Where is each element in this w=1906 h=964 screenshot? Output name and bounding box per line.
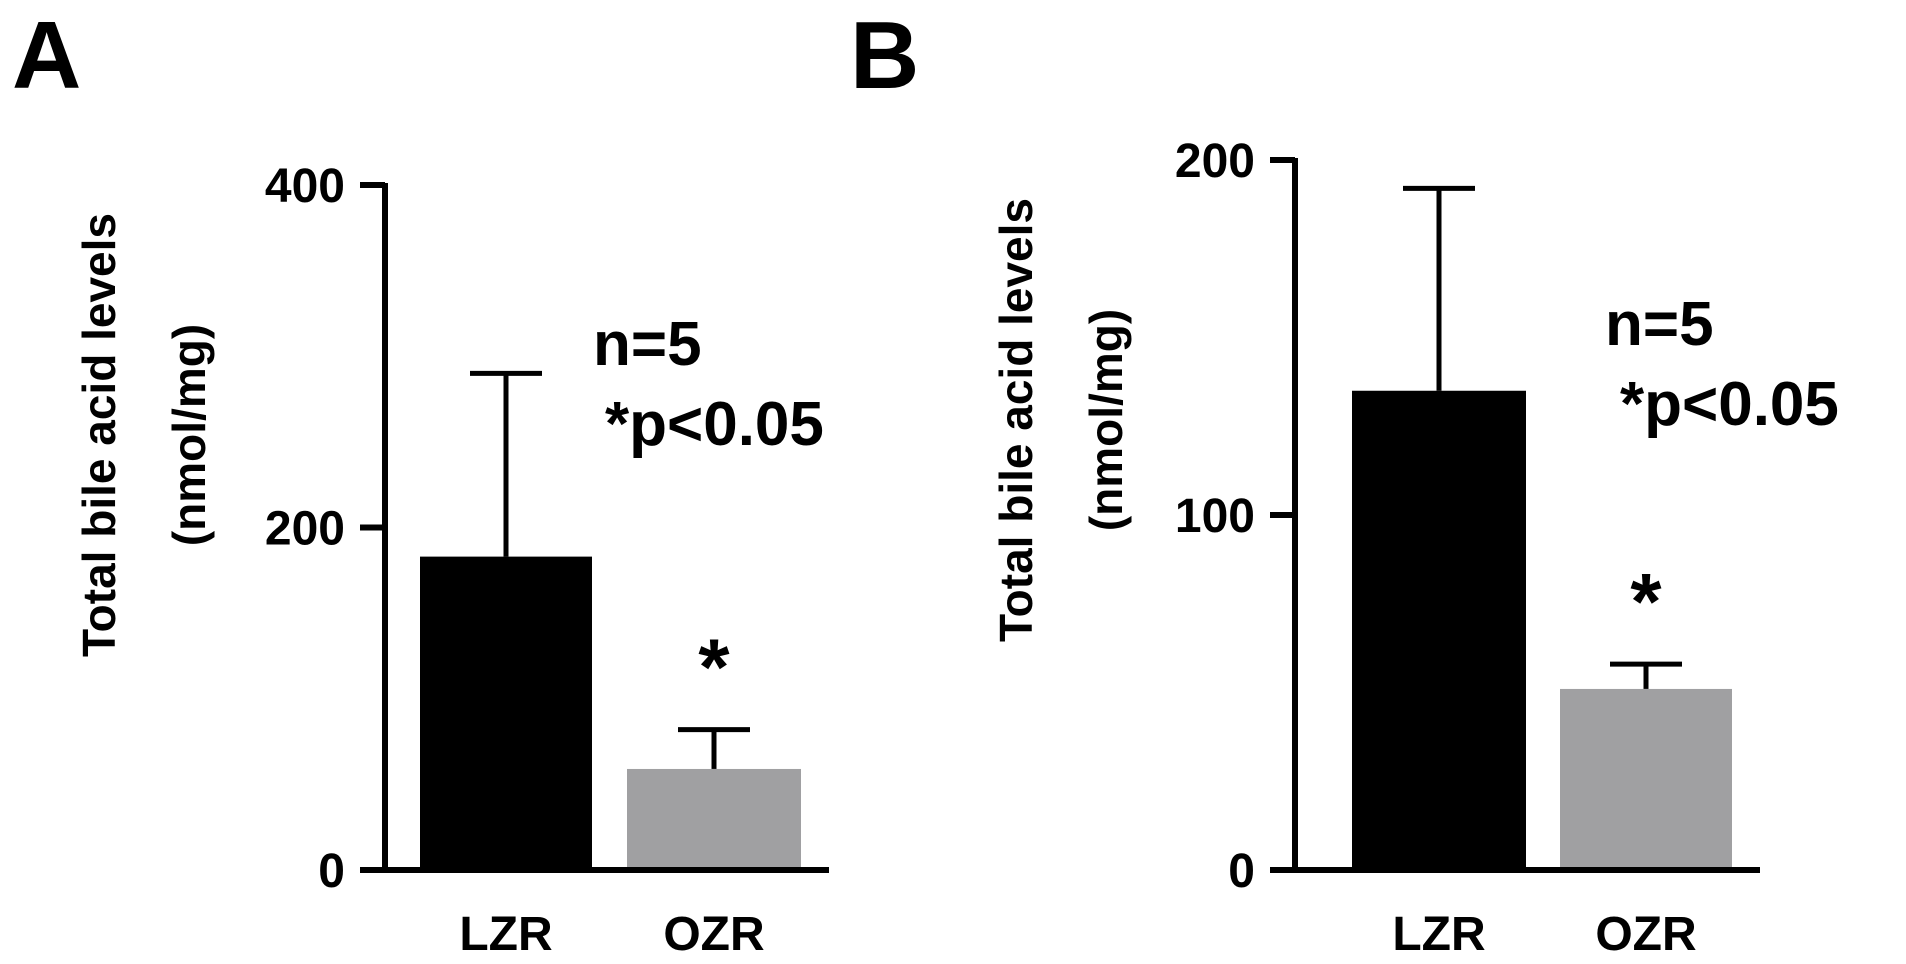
bar-ozr-b [1560, 688, 1732, 870]
significance-star-ozr-a: * [698, 623, 730, 712]
annotation-p-a: *p<0.05 [605, 390, 824, 459]
y-axis-label-line2-a: (nmol/mg) [163, 324, 215, 546]
y-tick-label-0-b: 0 [1228, 845, 1255, 898]
bar-lzr-a [420, 556, 592, 870]
significance-star-ozr-b: * [1630, 557, 1662, 646]
panel-letter-a: A [12, 2, 81, 109]
y-tick-label-0-a: 0 [318, 845, 345, 898]
y-axis-label-line2-b: (nmol/mg) [1080, 309, 1132, 531]
plot-area-a: LZR OZR * 0 200 400 [265, 160, 829, 961]
panel-b: B Total bile acid levels (nmol/mg) LZR OZ… [850, 2, 1839, 961]
y-tick-label-400-a: 400 [265, 160, 345, 213]
y-axis-label-line1-b: Total bile acid levels [990, 198, 1042, 642]
panel-letter-b: B [850, 2, 919, 109]
y-tick-label-200-b: 200 [1175, 135, 1255, 188]
y-axis-label-a: Total bile acid levels (nmol/mg) [73, 213, 215, 657]
annotation-p-b: *p<0.05 [1620, 370, 1839, 439]
annotation-n-b: n=5 [1605, 290, 1714, 359]
panel-a: A Total bile acid levels (nmol/mg) LZR OZ… [12, 2, 829, 961]
x-tick-label-lzr-a: LZR [459, 908, 552, 961]
x-tick-label-ozr-a: OZR [663, 908, 764, 961]
y-tick-label-100-b: 100 [1175, 490, 1255, 543]
y-axis-label-line1-a: Total bile acid levels [73, 213, 125, 657]
y-axis-label-b: Total bile acid levels (nmol/mg) [990, 198, 1132, 642]
x-tick-label-ozr-b: OZR [1595, 908, 1696, 961]
bar-ozr-a [627, 768, 801, 870]
annotation-n-a: n=5 [593, 310, 702, 379]
x-tick-label-lzr-b: LZR [1392, 908, 1485, 961]
y-tick-label-200-a: 200 [265, 503, 345, 556]
plot-area-b: LZR OZR * 0 100 200 [1175, 135, 1760, 961]
bar-lzr-b [1352, 390, 1526, 870]
